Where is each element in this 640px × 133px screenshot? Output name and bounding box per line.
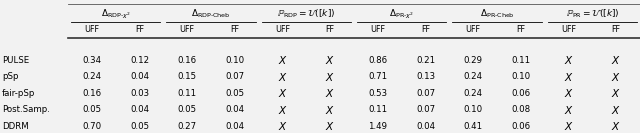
Text: $\boldsymbol{\mathit{X}}$: $\boldsymbol{\mathit{X}}$ [278,104,287,116]
Text: 0.05: 0.05 [83,105,101,114]
Text: 0.07: 0.07 [225,72,244,81]
Text: 0.11: 0.11 [511,56,531,65]
Text: $\boldsymbol{\mathit{X}}$: $\boldsymbol{\mathit{X}}$ [564,87,573,99]
Text: $\boldsymbol{\mathit{X}}$: $\boldsymbol{\mathit{X}}$ [325,71,335,83]
Text: $\Delta_{\mathrm{RDP\text{-}}\chi^2}$: $\Delta_{\mathrm{RDP\text{-}}\chi^2}$ [100,7,131,21]
Text: DDRM: DDRM [2,122,29,131]
Text: $\boldsymbol{\mathit{X}}$: $\boldsymbol{\mathit{X}}$ [564,71,573,83]
Text: 1.49: 1.49 [369,122,387,131]
Text: FF: FF [230,26,239,34]
Text: UFF: UFF [371,26,385,34]
Text: 0.04: 0.04 [130,72,149,81]
Text: 0.21: 0.21 [416,56,435,65]
Text: 0.07: 0.07 [416,89,435,98]
Text: $\boldsymbol{\mathit{X}}$: $\boldsymbol{\mathit{X}}$ [611,104,621,116]
Text: 0.53: 0.53 [368,89,387,98]
Text: PULSE: PULSE [2,56,29,65]
Text: $\boldsymbol{\mathit{X}}$: $\boldsymbol{\mathit{X}}$ [611,87,621,99]
Text: 0.29: 0.29 [463,56,483,65]
Text: 0.34: 0.34 [83,56,101,65]
Text: $\Delta_{\mathrm{RDP\text{-}Cheb}}$: $\Delta_{\mathrm{RDP\text{-}Cheb}}$ [191,8,231,20]
Text: FF: FF [135,26,144,34]
Text: $\boldsymbol{\mathit{X}}$: $\boldsymbol{\mathit{X}}$ [611,120,621,132]
Text: 0.05: 0.05 [225,89,244,98]
Text: $\boldsymbol{\mathit{X}}$: $\boldsymbol{\mathit{X}}$ [278,54,287,66]
Text: FF: FF [612,26,621,34]
Text: $\Delta_{\mathrm{PR\text{-}}\chi^2}$: $\Delta_{\mathrm{PR\text{-}}\chi^2}$ [389,7,414,21]
Text: $\boldsymbol{\mathit{X}}$: $\boldsymbol{\mathit{X}}$ [278,120,287,132]
Text: 0.05: 0.05 [178,105,196,114]
Text: $\mathbb{P}_{\mathrm{PR}} = \mathcal{U}([k])$: $\mathbb{P}_{\mathrm{PR}} = \mathcal{U}(… [566,8,619,20]
Text: 0.04: 0.04 [225,105,244,114]
Text: 0.11: 0.11 [178,89,196,98]
Text: $\boldsymbol{\mathit{X}}$: $\boldsymbol{\mathit{X}}$ [325,54,335,66]
Text: $\boldsymbol{\mathit{X}}$: $\boldsymbol{\mathit{X}}$ [325,104,335,116]
Text: 0.41: 0.41 [463,122,483,131]
Text: UFF: UFF [275,26,290,34]
Text: 0.70: 0.70 [83,122,101,131]
Text: 0.71: 0.71 [368,72,387,81]
Text: 0.24: 0.24 [463,89,483,98]
Text: 0.12: 0.12 [130,56,149,65]
Text: UFF: UFF [84,26,99,34]
Text: UFF: UFF [466,26,481,34]
Text: $\boldsymbol{\mathit{X}}$: $\boldsymbol{\mathit{X}}$ [564,120,573,132]
Text: 0.04: 0.04 [416,122,435,131]
Text: $\Delta_{\mathrm{PR\text{-}Cheb}}$: $\Delta_{\mathrm{PR\text{-}Cheb}}$ [479,8,515,20]
Text: 0.10: 0.10 [511,72,531,81]
Text: UFF: UFF [180,26,195,34]
Text: UFF: UFF [561,26,576,34]
Text: 0.10: 0.10 [225,56,244,65]
Text: 0.24: 0.24 [463,72,483,81]
Text: 0.10: 0.10 [463,105,483,114]
Text: $\boldsymbol{\mathit{X}}$: $\boldsymbol{\mathit{X}}$ [325,87,335,99]
Text: 0.11: 0.11 [368,105,387,114]
Text: $\boldsymbol{\mathit{X}}$: $\boldsymbol{\mathit{X}}$ [564,104,573,116]
Text: 0.16: 0.16 [83,89,101,98]
Text: $\mathbb{P}_{\mathrm{RDP}} = \mathcal{U}([k])$: $\mathbb{P}_{\mathrm{RDP}} = \mathcal{U}… [277,8,335,20]
Text: Post.Samp.: Post.Samp. [2,105,50,114]
Text: 0.04: 0.04 [130,105,149,114]
Text: 0.04: 0.04 [225,122,244,131]
Text: 0.27: 0.27 [178,122,196,131]
Text: fair-pSp: fair-pSp [2,89,35,98]
Text: 0.03: 0.03 [130,89,149,98]
Text: 0.86: 0.86 [368,56,387,65]
Text: $\boldsymbol{\mathit{X}}$: $\boldsymbol{\mathit{X}}$ [611,54,621,66]
Text: FF: FF [516,26,525,34]
Text: $\boldsymbol{\mathit{X}}$: $\boldsymbol{\mathit{X}}$ [611,71,621,83]
Text: FF: FF [326,26,335,34]
Text: $\boldsymbol{\mathit{X}}$: $\boldsymbol{\mathit{X}}$ [278,71,287,83]
Text: FF: FF [421,26,430,34]
Text: $\boldsymbol{\mathit{X}}$: $\boldsymbol{\mathit{X}}$ [278,87,287,99]
Text: 0.07: 0.07 [416,105,435,114]
Text: 0.05: 0.05 [130,122,149,131]
Text: 0.06: 0.06 [511,89,531,98]
Text: 0.08: 0.08 [511,105,531,114]
Text: 0.16: 0.16 [178,56,196,65]
Text: 0.13: 0.13 [416,72,435,81]
Text: 0.24: 0.24 [83,72,101,81]
Text: 0.15: 0.15 [178,72,196,81]
Text: 0.06: 0.06 [511,122,531,131]
Text: $\boldsymbol{\mathit{X}}$: $\boldsymbol{\mathit{X}}$ [564,54,573,66]
Text: pSp: pSp [2,72,19,81]
Text: $\boldsymbol{\mathit{X}}$: $\boldsymbol{\mathit{X}}$ [325,120,335,132]
